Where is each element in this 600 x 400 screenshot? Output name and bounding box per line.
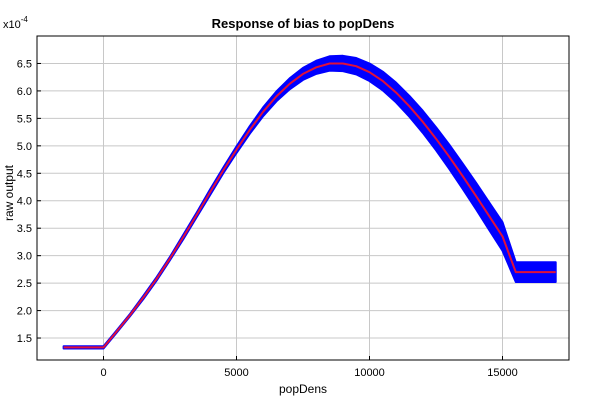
y-tick-label: 6.0 [17, 86, 32, 98]
y-axis-ticks: 1.5 2.0 2.5 3.0 3.5 4.0 4.5 5.0 5.5 6.0 6.5 [17, 58, 41, 345]
y-multiplier-base: x10 [3, 19, 21, 31]
y-tick-label: 6.5 [17, 58, 32, 70]
y-tick-label: 4.5 [17, 168, 32, 180]
y-tick-label: 3.5 [17, 223, 32, 235]
x-tick-label: 15000 [487, 367, 518, 379]
grid [37, 36, 569, 360]
y-tick-label: 3.0 [17, 251, 32, 263]
y-multiplier-exponent: -4 [21, 15, 29, 24]
y-tick-label: 2.0 [17, 306, 32, 318]
y-tick-label: 5.0 [17, 141, 32, 153]
y-axis-label: raw output [2, 164, 16, 221]
x-tick-label: 0 [100, 367, 106, 379]
response-line [63, 62, 556, 349]
series-line-layer [63, 62, 556, 349]
chart-title: Response of bias to popDens [212, 16, 395, 31]
confidence-band-layer [62, 54, 557, 350]
confidence-band [62, 54, 557, 350]
y-tick-label: 2.5 [17, 278, 32, 290]
y-tick-label: 5.5 [17, 113, 32, 125]
x-axis-label: popDens [279, 382, 327, 396]
x-axis-ticks: 0 5000 10000 15000 [100, 356, 518, 379]
y-multiplier: x10-4 [3, 15, 28, 31]
plot-frame [36, 35, 570, 361]
x-tick-label: 10000 [354, 367, 385, 379]
y-tick-label: 4.0 [17, 196, 32, 208]
x-tick-label: 5000 [224, 367, 248, 379]
y-tick-label: 1.5 [17, 333, 32, 345]
